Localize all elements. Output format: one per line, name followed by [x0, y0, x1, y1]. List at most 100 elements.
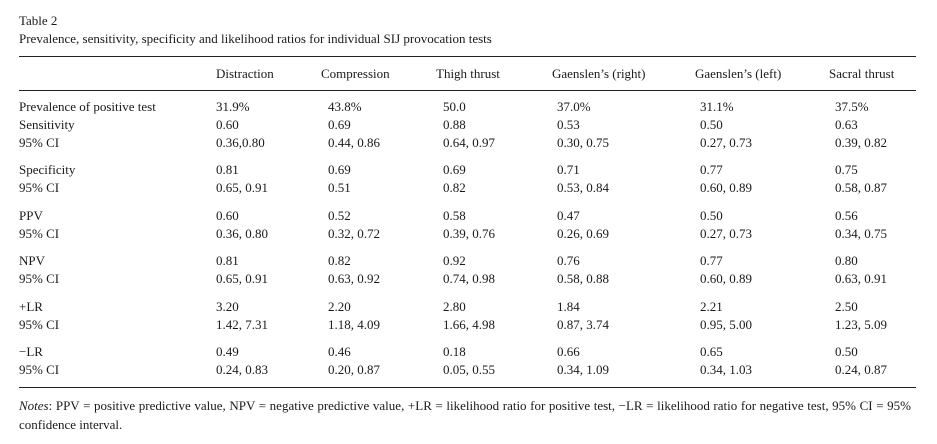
- row-label: NPV: [19, 253, 46, 268]
- table-cell: 2.80: [443, 299, 466, 314]
- row-label: Specificity: [19, 162, 76, 177]
- table-cell: 0.92: [443, 253, 466, 268]
- table-cell: 0.65: [700, 344, 723, 359]
- table-cell: 0.24, 0.87: [835, 362, 887, 377]
- table-cell: 0.81: [216, 162, 239, 177]
- column-header: Gaenslen’s (right): [552, 66, 646, 81]
- table-cell: 0.34, 1.03: [700, 362, 752, 377]
- table-cell: 0.63, 0.91: [835, 271, 887, 286]
- table-cell: 1.23, 5.09: [835, 317, 887, 332]
- table-cell: 0.20, 0.87: [328, 362, 380, 377]
- row-label: 95% CI: [19, 135, 60, 150]
- table-title: Prevalence, sensitivity, specificity and…: [19, 31, 492, 46]
- table-cell: 0.32, 0.72: [328, 226, 380, 241]
- table-cell: 0.64, 0.97: [443, 135, 495, 150]
- table-cell: 0.88: [443, 117, 466, 132]
- table-cell: 0.51: [328, 180, 351, 195]
- table-caption: Table 2 Prevalence, sensitivity, specifi…: [19, 12, 492, 48]
- header-rule: [19, 90, 916, 91]
- table-cell: 37.0%: [557, 99, 591, 114]
- table-cell: 0.18: [443, 344, 466, 359]
- row-label: Prevalence of positive test: [19, 99, 156, 114]
- row-label: PPV: [19, 208, 43, 223]
- table-cell: 0.77: [700, 162, 723, 177]
- table-cell: 2.20: [328, 299, 351, 314]
- column-header: Distraction: [216, 66, 274, 81]
- table-cell: 0.60, 0.89: [700, 271, 752, 286]
- table-cell: 1.84: [557, 299, 580, 314]
- table-cell: 0.65, 0.91: [216, 271, 268, 286]
- table-cell: 0.65, 0.91: [216, 180, 268, 195]
- table-label: Table 2: [19, 13, 58, 28]
- table-cell: 31.9%: [216, 99, 250, 114]
- row-label: 95% CI: [19, 271, 60, 286]
- table-cell: 0.71: [557, 162, 580, 177]
- table-cell: 0.49: [216, 344, 239, 359]
- table-cell: 0.74, 0.98: [443, 271, 495, 286]
- table-cell: 0.58: [443, 208, 466, 223]
- table-cell: 1.42, 7.31: [216, 317, 268, 332]
- table-cell: 0.76: [557, 253, 580, 268]
- table-cell: 0.50: [835, 344, 858, 359]
- table-cell: 0.27, 0.73: [700, 135, 752, 150]
- table-cell: 0.58, 0.88: [557, 271, 609, 286]
- notes-prefix: Notes: [19, 398, 49, 413]
- table-cell: 0.34, 1.09: [557, 362, 609, 377]
- table-cell: 2.21: [700, 299, 723, 314]
- table-cell: 0.82: [328, 253, 351, 268]
- table-cell: 0.34, 0.75: [835, 226, 887, 241]
- table-cell: 2.50: [835, 299, 858, 314]
- table-cell: 0.58, 0.87: [835, 180, 887, 195]
- table-cell: 0.81: [216, 253, 239, 268]
- table-cell: 0.63, 0.92: [328, 271, 380, 286]
- table-cell: 0.50: [700, 117, 723, 132]
- row-label: +LR: [19, 299, 43, 314]
- table-cell: 0.80: [835, 253, 858, 268]
- table-cell: 0.60, 0.89: [700, 180, 752, 195]
- table-cell: 0.39, 0.76: [443, 226, 495, 241]
- table-cell: 0.75: [835, 162, 858, 177]
- table-cell: 43.8%: [328, 99, 362, 114]
- table-cell: 0.36, 0.80: [216, 226, 268, 241]
- table-cell: 1.66, 4.98: [443, 317, 495, 332]
- table-cell: 0.52: [328, 208, 351, 223]
- table-cell: 0.53, 0.84: [557, 180, 609, 195]
- table-cell: 0.46: [328, 344, 351, 359]
- table-cell: 0.87, 3.74: [557, 317, 609, 332]
- table-cell: 0.77: [700, 253, 723, 268]
- column-header: Compression: [321, 66, 390, 81]
- table-cell: 0.26, 0.69: [557, 226, 609, 241]
- column-header: Sacral thrust: [829, 66, 895, 81]
- column-header: Gaenslen’s (left): [695, 66, 782, 81]
- table-cell: 0.56: [835, 208, 858, 223]
- row-label: 95% CI: [19, 180, 60, 195]
- table-cell: 0.24, 0.83: [216, 362, 268, 377]
- table-cell: 0.05, 0.55: [443, 362, 495, 377]
- row-label: 95% CI: [19, 362, 60, 377]
- table-cell: 0.30, 0.75: [557, 135, 609, 150]
- table-cell: 50.0: [443, 99, 466, 114]
- row-label: 95% CI: [19, 317, 60, 332]
- table-cell: 0.27, 0.73: [700, 226, 752, 241]
- table-cell: 0.36,0.80: [216, 135, 265, 150]
- table-cell: 0.53: [557, 117, 580, 132]
- table-cell: 0.82: [443, 180, 466, 195]
- table-cell: 0.95, 5.00: [700, 317, 752, 332]
- table-cell: 0.69: [328, 162, 351, 177]
- table-cell: 0.47: [557, 208, 580, 223]
- table-cell: 0.69: [443, 162, 466, 177]
- table-cell: 0.69: [328, 117, 351, 132]
- row-label: Sensitivity: [19, 117, 75, 132]
- row-label: 95% CI: [19, 226, 60, 241]
- table-cell: 0.39, 0.82: [835, 135, 887, 150]
- table-cell: 1.18, 4.09: [328, 317, 380, 332]
- table-cell: 31.1%: [700, 99, 734, 114]
- row-label: −LR: [19, 344, 43, 359]
- table-cell: 0.50: [700, 208, 723, 223]
- table-cell: 3.20: [216, 299, 239, 314]
- column-header: Thigh thrust: [436, 66, 500, 81]
- bottom-rule: [19, 387, 916, 388]
- table-cell: 0.60: [216, 208, 239, 223]
- table-cell: 0.63: [835, 117, 858, 132]
- table-notes: Notes: PPV = positive predictive value, …: [19, 396, 911, 434]
